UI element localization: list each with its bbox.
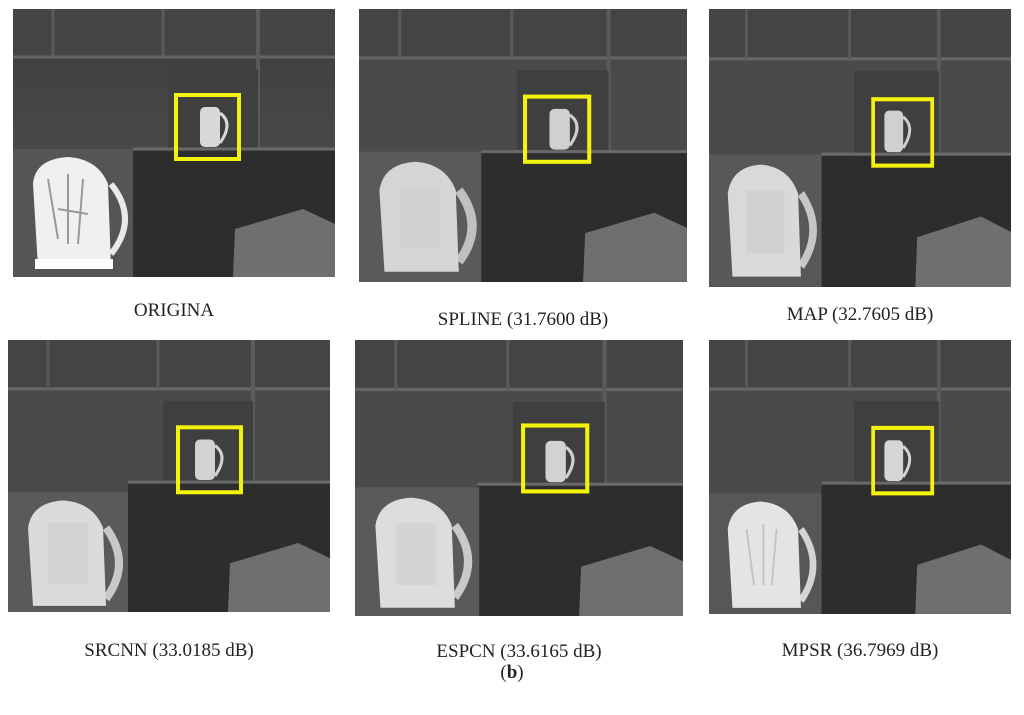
caption-spline: SPLINE (31.7600 dB) (437, 309, 609, 330)
caption-original: ORIGINA (133, 300, 215, 321)
panel-original (13, 9, 335, 277)
highlight-box (521, 423, 590, 494)
thermal-image-srcnn (8, 340, 330, 612)
caption-mpsr: MPSR (36.7969 dB) (781, 640, 939, 661)
kettle-small (884, 440, 912, 482)
highlight-box (174, 93, 241, 161)
zoom-inset (355, 487, 480, 616)
kettle-small (545, 440, 575, 483)
panel-mpsr (709, 340, 1011, 614)
subfigure-label: (b) (0, 662, 1024, 684)
panel-map (709, 9, 1011, 287)
subfigure-label-open: ( (500, 662, 507, 683)
subfigure-label-close: ) (517, 662, 524, 683)
kettle-small (549, 108, 579, 150)
zoom-inset (8, 492, 128, 612)
thermal-image-espcn (355, 340, 683, 616)
thermal-image-spline (359, 9, 687, 282)
panel-srcnn (8, 340, 330, 612)
caption-espcn: ESPCN (33.6165 dB) (436, 641, 602, 662)
kettle-small (195, 439, 224, 481)
highlight-box (176, 425, 243, 495)
zoom-inset (709, 154, 822, 287)
caption-map: MAP (32.7605 dB) (786, 304, 934, 325)
subfigure-label-letter: b (506, 662, 518, 683)
highlight-box (871, 97, 935, 168)
kettle-small (884, 110, 912, 153)
panel-espcn (355, 340, 683, 616)
thermal-image-map (709, 9, 1011, 287)
thermal-image-original (13, 9, 335, 277)
highlight-box (523, 94, 592, 164)
zoom-inset (359, 151, 482, 282)
zoom-inset (13, 149, 133, 277)
caption-srcnn: SRCNN (33.0185 dB) (84, 640, 254, 661)
thermal-image-mpsr (709, 340, 1011, 614)
panel-spline (359, 9, 687, 282)
kettle-small (200, 107, 229, 147)
zoom-inset (709, 493, 822, 614)
highlight-box (871, 425, 935, 496)
